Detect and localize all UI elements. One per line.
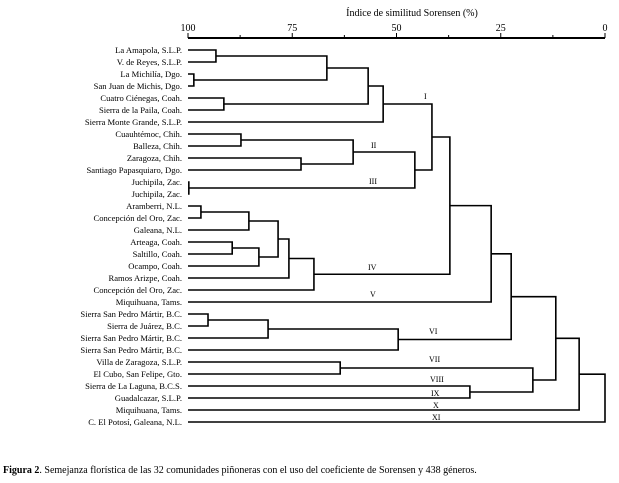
dendrogram-branch: [188, 238, 290, 279]
dendrogram-branches: [188, 49, 606, 423]
axis-tick-label: 25: [496, 23, 506, 34]
group-labels: I II III IV V VI VII VIII IX X XI: [368, 92, 444, 422]
dendrogram-branch: [188, 211, 250, 231]
dendrogram-branch: [188, 49, 217, 63]
dendrogram-branch: [188, 385, 471, 399]
group-label-VI: VI: [429, 327, 438, 336]
leaf-label: Ocampo, Coah.: [128, 261, 182, 271]
leaf-label: Sierra de Juárez, B.C.: [107, 321, 182, 331]
dendrogram-branch: [188, 247, 260, 267]
dendrogram-branch: [188, 181, 190, 195]
dendrogram-branch: [188, 257, 315, 291]
group-label-I: I: [424, 92, 427, 101]
leaf-label: Arteaga, Coah.: [130, 237, 182, 247]
leaf-label: Juchipila, Zac.: [132, 177, 182, 187]
dendrogram-branch: [240, 139, 354, 165]
group-label-XI: XI: [432, 413, 441, 422]
axis-title: Índice de similitud Sorensen (%): [346, 7, 478, 19]
dendrogram-branch: [383, 103, 433, 171]
dendrogram-branch: [188, 205, 202, 219]
dendrogram-branch: [188, 241, 234, 255]
leaf-label: La Michilía, Dgo.: [120, 69, 182, 79]
dendrogram-branch: [223, 67, 369, 105]
caption-text: . Semejanza florística de las 32 comunid…: [39, 465, 477, 476]
group-label-X: X: [433, 401, 439, 410]
leaf-label: Cuatro Ciénegas, Coah.: [100, 93, 182, 103]
axis-tick-label: 75: [287, 23, 297, 34]
group-label-IX: IX: [431, 389, 440, 398]
leaf-label: La Amapola, S.L.P.: [115, 45, 182, 55]
dendrogram-branch: [398, 253, 512, 341]
leaf-label: Balleza, Chih.: [133, 141, 182, 151]
leaf-label: C. El Potosí, Galeana, N.L.: [88, 417, 182, 427]
axis-tick-label: 0: [603, 23, 608, 34]
dendrogram-branch: [188, 204, 492, 303]
group-label-IV: IV: [368, 263, 377, 272]
leaf-label: Saltillo, Coah.: [133, 249, 182, 259]
dendrogram-branch: [193, 55, 328, 81]
leaf-label: Villa de Zaragoza, S.L.P.: [96, 357, 182, 367]
leaf-label: Miquihuana, Tams.: [116, 297, 182, 307]
similarity-axis: 100 75 50 25 0: [181, 23, 608, 39]
leaf-label: Ramos Arizpe, Coah.: [108, 273, 182, 283]
leaf-label: Sierra de La Laguna, B.C.S.: [85, 381, 182, 391]
axis-tick-label: 50: [392, 23, 402, 34]
dendrogram-branch: [313, 136, 451, 276]
leaf-label: Concepción del Oro, Zac.: [93, 213, 182, 223]
leaf-label: El Cubo, San Felipe, Gto.: [93, 369, 182, 379]
leaf-label: Galeana, N.L.: [134, 225, 182, 235]
group-label-VIII: VIII: [430, 375, 444, 384]
leaf-label: Zaragoza, Chih.: [127, 153, 182, 163]
leaf-label: Guadalcazar, S.L.P.: [115, 393, 182, 403]
leaf-label: Santiago Papasquiaro, Dgo.: [87, 165, 182, 175]
leaf-label: Aramberri, N.L.: [126, 201, 182, 211]
axis-tick-label: 100: [181, 23, 196, 34]
leaf-label: Sierra de la Paila, Coah.: [99, 105, 182, 115]
dendrogram-branch: [188, 361, 342, 375]
leaf-label: Sierra San Pedro Mártir, B.C.: [80, 309, 182, 319]
leaf-label: Sierra San Pedro Mártir, B.C.: [80, 345, 182, 355]
leaf-labels: La Amapola, S.L.P. V. de Reyes, S.L.P. La …: [80, 45, 182, 427]
leaf-label: San Juan de Michis, Dgo.: [94, 81, 182, 91]
group-label-VII: VII: [429, 355, 440, 364]
leaf-label: V. de Reyes, S.L.P.: [117, 57, 182, 67]
dendrogram-branch: [188, 157, 302, 171]
caption-label: Figura 2: [3, 465, 40, 476]
dendrogram-branch: [188, 133, 242, 147]
dendrogram-branch: [188, 373, 606, 423]
dendrogram-branch: [188, 328, 399, 351]
dendrogram-branch: [248, 220, 279, 258]
leaf-label: Sierra Monte Grande, S.L.P.: [85, 117, 182, 127]
dendrogram-branch: [188, 319, 269, 339]
dendrogram-branch: [188, 97, 225, 111]
dendrogram-branch: [188, 313, 209, 327]
leaf-label: Concepción del Oro, Zac.: [93, 285, 182, 295]
dendrogram-branch: [188, 73, 195, 87]
group-label-II: II: [371, 141, 377, 150]
figure-caption: Figura 2. Semejanza florística de las 32…: [3, 465, 477, 476]
group-label-III: III: [369, 177, 377, 186]
leaf-label: Juchipila, Zac.: [132, 189, 182, 199]
leaf-label: Cuauhtémoc, Chih.: [115, 129, 182, 139]
group-label-V: V: [370, 290, 376, 299]
leaf-label: Sierra San Pedro Mártir, B.C.: [80, 333, 182, 343]
leaf-label: Miquihuana, Tams.: [116, 405, 182, 415]
